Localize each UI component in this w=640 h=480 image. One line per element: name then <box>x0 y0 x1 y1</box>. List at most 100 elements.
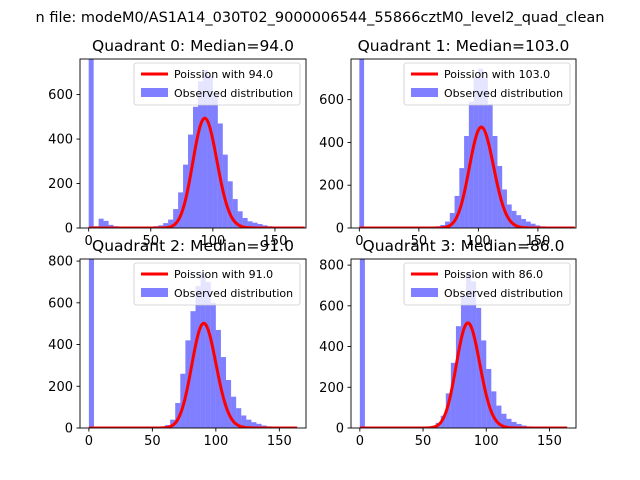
quadrant-3-hist-bar <box>501 413 507 428</box>
quadrant-1-hist-bar <box>454 195 460 228</box>
quadrant-1-y-tick-label: 400 <box>319 136 344 151</box>
quadrant-0-hist-bar <box>178 192 184 228</box>
quadrant-1-hist-bar <box>516 215 522 228</box>
figure-suptitle: n file: modeM0/AS1A14_030T02_9000006544_… <box>36 10 605 26</box>
quadrant-2-y-tick-label: 0 <box>65 422 73 437</box>
quadrant-0-hist-bar <box>163 223 169 228</box>
quadrant-2-hist-bar <box>195 286 201 428</box>
quadrant-0-hist-bar <box>173 209 179 228</box>
quadrant-0-y-tick-label: 0 <box>65 222 73 237</box>
quadrant-3-legend-line-label: Poission with 86.0 <box>444 268 543 281</box>
quadrant-0-hist-bar <box>98 218 104 228</box>
quadrant-1-hist-bar <box>521 219 526 228</box>
quadrant-2-plot-area <box>88 259 298 428</box>
quadrant-0-hist-bar <box>212 94 218 228</box>
quadrant-1-hist-bar <box>487 103 493 228</box>
quadrant-0-hist-bar <box>197 81 203 228</box>
quadrant-0-hist-bar <box>227 181 233 228</box>
quadrant-0-poisson-line <box>88 116 306 228</box>
quadrant-0-hist-bar <box>247 221 253 228</box>
quadrant-2-hist-bar <box>226 380 232 428</box>
quadrant-0-x-tick-label: 50 <box>143 234 160 249</box>
quadrant-3-hist-bar <box>516 423 522 428</box>
quadrant-3-hist-bar <box>496 405 502 428</box>
quadrant-3-x-tick-label: 0 <box>356 434 364 449</box>
quadrant-0-hist-bar <box>202 70 208 228</box>
quadrant-1-hist-bar <box>359 59 365 228</box>
quadrant-2-legend-box <box>133 262 301 306</box>
quadrant-1-hist-bar <box>445 221 450 228</box>
quadrant-2-hist-bar <box>190 311 196 428</box>
quadrant-3-title: Quadrant 3: Median=86.0 <box>363 237 565 255</box>
quadrant-2-legend-hist-label: Observed distribution <box>174 287 293 300</box>
quadrant-2-legend-hist-swatch <box>141 288 168 297</box>
quadrant-1-hist-bar <box>449 213 455 228</box>
quadrant-2-panel: 0 50 100 150 0 200 400 600 800 Quadrant 2: Median… <box>48 237 307 449</box>
quadrant-0-x-tick-label: 100 <box>200 234 225 249</box>
quadrant-2-hist-bar <box>251 422 257 428</box>
quadrant-3-hist-bar <box>359 259 365 428</box>
quadrant-3-hist-bar <box>486 368 492 428</box>
quadrant-1-hist-bar <box>478 68 484 228</box>
quadrant-1-hist-bar <box>506 204 512 228</box>
quadrant-0-hist-bar <box>252 222 258 228</box>
quadrant-1-legend-hist-label: Observed distribution <box>444 87 563 100</box>
quadrant-0-panel: 0 50 100 150 0 200 400 600 Quadrant 0: Median=94… <box>48 37 307 249</box>
quadrant-1-hist-bar <box>530 223 536 228</box>
quadrant-2-y-tick-label: 200 <box>48 380 73 395</box>
quadrant-2-y-tick-label: 600 <box>48 296 73 311</box>
quadrant-3-x-tick-label: 50 <box>415 434 432 449</box>
quadrant-0-hist-bar <box>108 224 114 228</box>
quadrant-2-y-tick-label: 400 <box>48 338 73 353</box>
quadrant-0-legend-hist-swatch <box>141 88 168 97</box>
quadrant-1-panel: 0 50 100 150 0 200 400 600 Quadrant 1: Median=10… <box>319 37 577 249</box>
quadrant-3-panel: 0 50 100 150 0 200 400 600 800 Quadrant 3: Median… <box>319 237 577 449</box>
quadrant-1-y-tick-label: 600 <box>319 93 344 108</box>
quadrant-3-hist-bar <box>466 273 472 428</box>
quadrant-2-legend-line-label: Poission with 91.0 <box>174 268 273 281</box>
quadrant-2-y-tick-label: 800 <box>48 255 73 270</box>
quadrant-3-poisson-line <box>359 321 568 428</box>
quadrant-2-hist-bar <box>231 396 237 428</box>
quadrant-1-legend-hist-swatch <box>411 88 438 97</box>
quadrant-3-axes-frame <box>350 258 577 429</box>
quadrant-0-title: Quadrant 0: Median=94.0 <box>92 37 294 55</box>
quadrant-0-hist-bar <box>242 217 248 228</box>
quadrant-0-x-tick-label: 150 <box>263 234 288 249</box>
quadrant-2-x-tick-label: 100 <box>203 434 228 449</box>
quadrant-2-hist-bar <box>241 415 247 428</box>
quadrant-2-hist-bar <box>175 402 181 428</box>
quadrant-3-plot-area <box>359 259 568 428</box>
quadrant-2-hist-bar <box>246 419 252 428</box>
quadrant-2-hist-bar <box>236 408 242 428</box>
quadrant-3-hist-bar <box>506 418 512 428</box>
quadrant-3-hist-bar <box>455 326 461 428</box>
quadrant-1-legend: Poission with 103.0 Observed distribution <box>403 62 571 106</box>
quadrant-1-hist-bar <box>473 77 479 228</box>
quadrant-3-hist-bar <box>476 307 482 428</box>
quadrant-3-legend-box <box>403 262 571 306</box>
quadrant-0-hist-bar <box>257 224 263 228</box>
quadrant-2-title: Quadrant 2: Median=91.0 <box>92 237 294 255</box>
quadrant-2-hist-bar <box>205 281 211 428</box>
quadrant-0-legend: Poission with 94.0 Observed distribution <box>133 62 301 106</box>
quadrant-3-hist-bar <box>491 391 497 428</box>
quadrant-0-hist-bar <box>207 75 213 228</box>
quadrant-0-x-tick-label: 0 <box>85 234 93 249</box>
quadrant-3-legend-hist-swatch <box>411 288 438 297</box>
quadrant-0-legend-line-label: Poission with 94.0 <box>174 68 273 81</box>
quadrant-2-hist-bar <box>88 259 94 428</box>
quadrant-1-hist-bar <box>492 136 498 228</box>
quadrant-3-hist-bar <box>450 362 456 428</box>
quadrant-0-hist-bar <box>88 59 94 228</box>
quadrant-2-hist-bar <box>256 423 262 428</box>
quadrant-1-axes-frame <box>350 58 577 229</box>
quadrant-3-hist-bar <box>511 421 517 428</box>
quadrant-3-y-tick-label: 200 <box>319 381 344 396</box>
quadrant-1-x-tick-label: 150 <box>525 234 550 249</box>
quadrant-2-hist-bar <box>180 373 186 428</box>
quadrant-3-hist-bar <box>471 281 477 428</box>
quadrant-1-x-tick-label: 0 <box>355 234 363 249</box>
quadrant-1-x-tick-label: 50 <box>411 234 428 249</box>
